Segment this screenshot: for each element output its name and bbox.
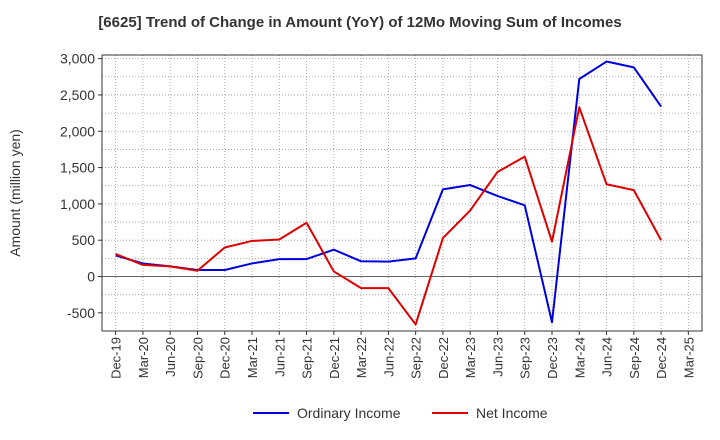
series-line-0 (115, 60, 662, 324)
x-tick-label: Mar-21 (245, 337, 260, 378)
line-chart: -500 0 500 1,000 1,500 2,000 2,500 3,000 Dec-19… (7, 51, 703, 379)
legend: Ordinary Income Net Income (0, 405, 720, 427)
x-tick-label: Mar-23 (463, 337, 478, 378)
y-tick-label: 0 (87, 269, 95, 285)
legend-label: Net Income (476, 405, 548, 421)
x-tick-label: Jun-22 (381, 337, 396, 377)
y-tick-label: 500 (72, 232, 96, 248)
legend-item: Ordinary Income (253, 405, 400, 421)
y-tick-label: 2,500 (60, 87, 95, 103)
y-tick-label: 1,500 (60, 160, 95, 176)
y-axis-label: Amount (million yen) (7, 129, 23, 257)
series-line-1 (115, 106, 662, 326)
y-tick-label: -500 (67, 305, 95, 321)
x-tick-label: Jun-20 (163, 337, 178, 377)
x-tick-label: Dec-22 (436, 337, 451, 379)
y-tick-label: 2,000 (60, 123, 95, 139)
x-axis: Dec-19 Mar-20 Jun-20 Sep-20 Dec-20 Mar-21 Jun-… (109, 331, 696, 379)
x-tick-label: Sep-22 (409, 337, 424, 379)
x-tick-label: Mar-22 (354, 337, 369, 378)
x-tick-label: Mar-24 (572, 337, 587, 378)
grid (102, 55, 702, 332)
legend-swatch (432, 412, 468, 414)
y-tick-label: 1,000 (60, 196, 95, 212)
legend-label: Ordinary Income (297, 405, 401, 421)
legend-item: Net Income (432, 405, 548, 421)
series-lines (115, 60, 662, 326)
x-tick-label: Dec-20 (218, 337, 233, 379)
legend-swatch (253, 412, 289, 414)
x-tick-label: Sep-24 (627, 337, 642, 379)
x-tick-label: Dec-24 (654, 337, 669, 379)
y-axis: -500 0 500 1,000 1,500 2,000 2,500 3,000 (60, 51, 102, 321)
chart-title: [6625] Trend of Change in Amount (YoY) o… (98, 14, 622, 31)
x-tick-label: Sep-23 (518, 337, 533, 379)
x-tick-label: Mar-20 (136, 337, 151, 378)
x-tick-label: Jun-21 (272, 337, 287, 377)
y-tick-label: 3,000 (60, 51, 95, 67)
x-tick-label: Sep-21 (300, 337, 315, 379)
x-tick-label: Dec-23 (545, 337, 560, 379)
x-tick-label: Dec-19 (109, 337, 124, 379)
x-tick-label: Dec-21 (327, 337, 342, 379)
plot-area (101, 54, 703, 332)
x-tick-label: Mar-25 (681, 337, 696, 378)
x-tick-label: Jun-23 (490, 337, 505, 377)
x-tick-label: Sep-20 (190, 337, 205, 379)
x-tick-label: Jun-24 (600, 337, 615, 377)
